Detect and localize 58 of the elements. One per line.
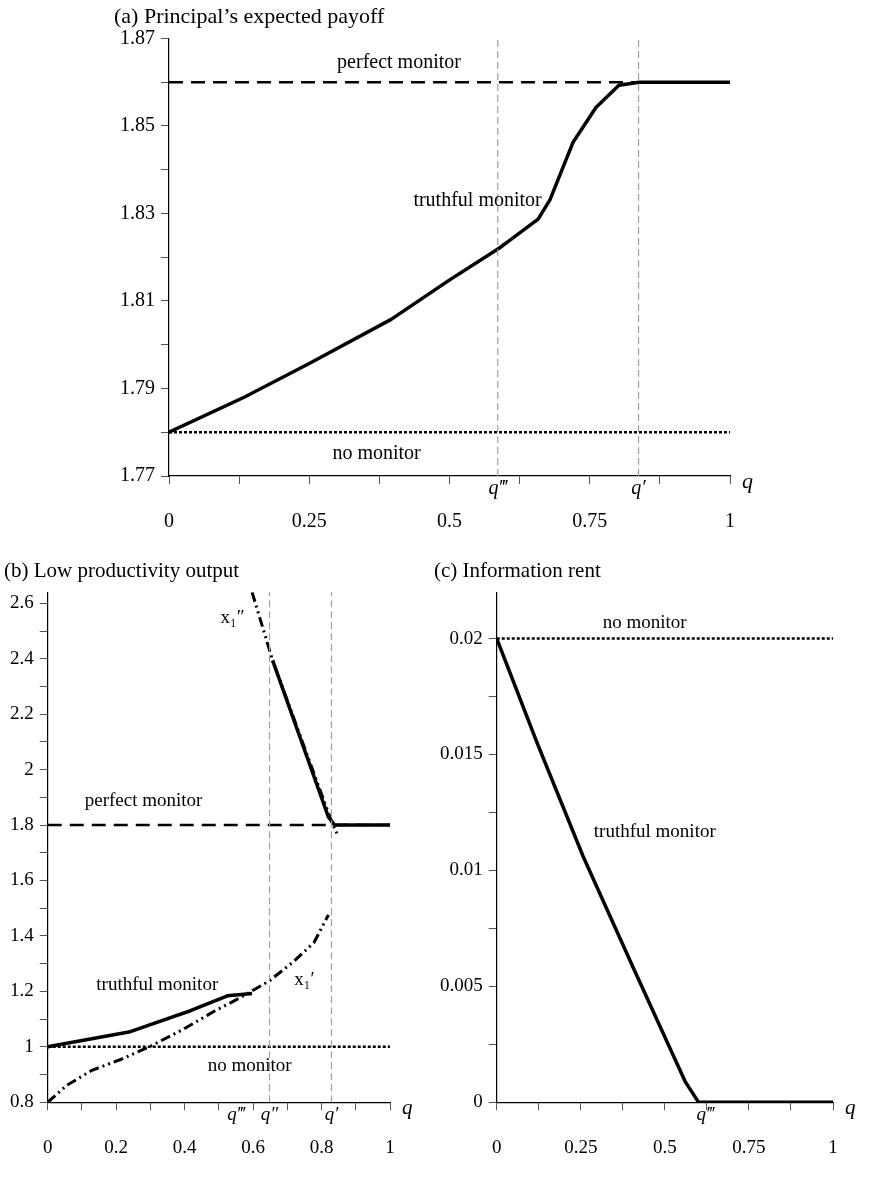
x-tick-label: 0.25 xyxy=(291,509,327,532)
x-tick-label: 0.75 xyxy=(732,1135,766,1157)
series-label: x₁″ xyxy=(220,605,245,627)
chart-title: (a) Principal’s expected payoff xyxy=(114,2,385,28)
chart-title: (c) Information rent xyxy=(434,558,601,583)
x-tick-label: 0.8 xyxy=(309,1135,334,1157)
y-tick-label: 1.85 xyxy=(120,113,155,136)
ref-line-label: q‴ xyxy=(488,476,509,500)
x-tick-label: 0.6 xyxy=(241,1135,265,1157)
y-tick-label: 1.4 xyxy=(10,923,35,945)
y-tick-label: 2.2 xyxy=(10,702,34,724)
y-tick-label: 0.02 xyxy=(449,626,483,648)
x-tick-label: 0.2 xyxy=(104,1135,129,1157)
ref-line-label: q′ xyxy=(324,1102,340,1124)
y-tick-label: 0.015 xyxy=(440,742,483,764)
chart-title: (b) Low productivity output xyxy=(4,558,240,583)
y-tick-label: 1.6 xyxy=(10,868,34,890)
x-tick-label: 1 xyxy=(385,1135,395,1157)
series-label: no monitor xyxy=(332,441,422,464)
y-tick-label: 0.8 xyxy=(10,1090,34,1112)
y-tick-label: 1.8 xyxy=(10,813,34,835)
y-tick-label: 0.005 xyxy=(440,974,483,996)
x-tick-label: 0.5 xyxy=(437,509,462,532)
x-axis-title: q xyxy=(742,467,753,493)
series-label: no monitor xyxy=(602,610,688,632)
x-axis-title: q xyxy=(845,1094,856,1119)
x-tick-label: 1 xyxy=(828,1135,838,1157)
x-tick-label: 0 xyxy=(164,509,174,532)
x-tick-label: 0 xyxy=(43,1135,53,1157)
x-tick-label: 0.25 xyxy=(564,1135,598,1157)
text: q‴ xyxy=(227,1102,246,1124)
y-tick-label: 2.6 xyxy=(10,591,34,613)
series-label: truthful monitor xyxy=(593,819,717,841)
y-tick-label: 1.79 xyxy=(120,375,155,398)
x-tick-label: 0.4 xyxy=(172,1135,198,1157)
x-tick-label: 0 xyxy=(492,1135,502,1157)
x-tick-label: 0.75 xyxy=(572,509,608,532)
x-tick-label: 1 xyxy=(725,509,735,532)
x-axis-title: q xyxy=(402,1094,413,1119)
series-label: x₁′ xyxy=(294,967,315,989)
y-tick-label: 1.2 xyxy=(10,979,34,1001)
text: q‴ xyxy=(696,1102,715,1124)
y-tick-label: 1.83 xyxy=(120,200,155,223)
y-tick-label: 1.81 xyxy=(120,288,155,311)
series-label: perfect monitor xyxy=(84,789,204,811)
series-label: truthful monitor xyxy=(413,187,543,210)
y-tick-label: 2 xyxy=(24,757,34,779)
ref-line-label: q′ xyxy=(631,476,647,500)
y-tick-label: 2.4 xyxy=(10,646,35,668)
y-tick-label: 1 xyxy=(24,1034,34,1056)
ref-line-label: q″ xyxy=(260,1102,280,1124)
y-tick-label: 1.77 xyxy=(120,463,155,486)
y-tick-label: 0.01 xyxy=(449,858,483,880)
series-label: truthful monitor xyxy=(96,972,219,994)
y-tick-label: 0 xyxy=(473,1090,483,1112)
x-tick-label: 0.5 xyxy=(653,1135,677,1157)
series-label: no monitor xyxy=(207,1054,293,1076)
series-label: perfect monitor xyxy=(337,49,462,73)
